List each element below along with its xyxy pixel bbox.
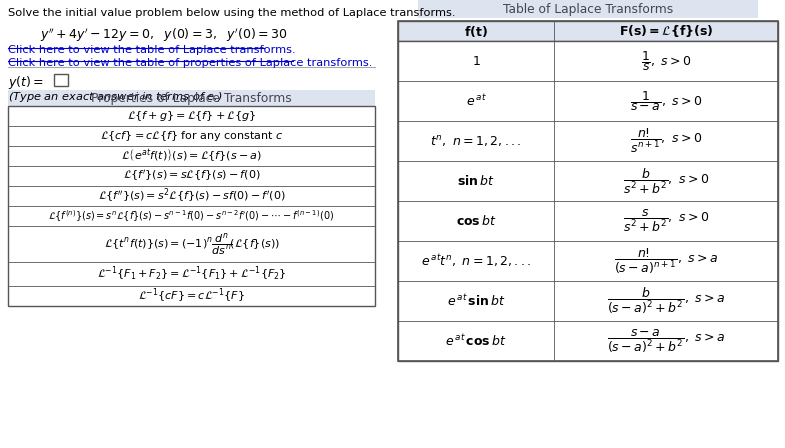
Text: Click here to view the table of Laplace transforms.: Click here to view the table of Laplace … <box>8 45 296 55</box>
Bar <box>54 74 68 86</box>
Text: $\dfrac{n!}{s^{n+1}},\ s>0$: $\dfrac{n!}{s^{n+1}},\ s>0$ <box>630 127 702 155</box>
Text: Table of Laplace Transforms: Table of Laplace Transforms <box>503 3 673 16</box>
Text: $\mathcal{L}\left\{f'\right\}(s) = s\mathcal{L}\{f\}(s) - f(0)$: $\mathcal{L}\left\{f'\right\}(s) = s\mat… <box>122 168 261 183</box>
Text: $e^{\,at}\,\mathbf{sin}\,bt$: $e^{\,at}\,\mathbf{sin}\,bt$ <box>447 293 506 309</box>
Text: $\mathcal{L}\left\{t^n f(t)\right\}(s) = (-1)^n \dfrac{d^n}{ds^n}\!\left(\mathca: $\mathcal{L}\left\{t^n f(t)\right\}(s) =… <box>104 231 279 257</box>
Text: $1$: $1$ <box>472 55 480 68</box>
Text: $\mathcal{L}\left\{f^{(n)}\right\}(s) = s^n\mathcal{L}\{f\}(s) - s^{n-1}f(0) - s: $\mathcal{L}\left\{f^{(n)}\right\}(s) = … <box>49 208 334 224</box>
Text: $\mathbf{F(s) = \mathcal{L}\{f\}(s)}$: $\mathbf{F(s) = \mathcal{L}\{f\}(s)}$ <box>619 23 714 39</box>
Text: $\mathbf{sin}\,bt$: $\mathbf{sin}\,bt$ <box>457 174 495 188</box>
Text: $\dfrac{b}{s^2+b^2},\ s>0$: $\dfrac{b}{s^2+b^2},\ s>0$ <box>623 167 709 196</box>
Bar <box>418 0 758 18</box>
Text: $\mathcal{L}^{-1}\{cF\} = c\mathcal{L}^{-1}\{F\}$: $\mathcal{L}^{-1}\{cF\} = c\mathcal{L}^{… <box>138 287 245 305</box>
Text: $\mathcal{L}\left\{e^{at}f(t)\right\}(s) = \mathcal{L}\{f\}(s-a)$: $\mathcal{L}\left\{e^{at}f(t)\right\}(s)… <box>121 147 262 164</box>
Text: $\mathbf{f(t)}$: $\mathbf{f(t)}$ <box>464 23 488 39</box>
Text: $e^{\,at}$: $e^{\,at}$ <box>466 93 487 109</box>
Text: $\mathbf{cos}\,bt$: $\mathbf{cos}\,bt$ <box>455 214 496 228</box>
Bar <box>398 21 778 41</box>
Text: Solve the initial value problem below using the method of Laplace transforms.: Solve the initial value problem below us… <box>8 8 455 18</box>
Text: $\mathcal{L}^{-1}\{F_1+F_2\} = \mathcal{L}^{-1}\{F_1\} + \mathcal{L}^{-1}\{F_2\}: $\mathcal{L}^{-1}\{F_1+F_2\} = \mathcal{… <box>97 265 287 283</box>
Text: $y'' + 4y' - 12y = 0,$  $y(0) = 3,$  $y'(0) = 30$: $y'' + 4y' - 12y = 0,$ $y(0) = 3,$ $y'(0… <box>40 26 287 43</box>
Text: Properties of Laplace Transforms: Properties of Laplace Transforms <box>91 91 292 104</box>
Text: $\mathcal{L}\{f+g\} = \mathcal{L}\{f\} + \mathcal{L}\{g\}$: $\mathcal{L}\{f+g\} = \mathcal{L}\{f\} +… <box>127 109 256 123</box>
Text: $\dfrac{1}{s-a},\ s>0$: $\dfrac{1}{s-a},\ s>0$ <box>630 89 703 113</box>
Bar <box>8 90 375 106</box>
Text: $t^n,\ n=1,2,...$: $t^n,\ n=1,2,...$ <box>430 134 522 148</box>
Bar <box>398 41 778 361</box>
Text: $\mathcal{L}\left\{f''\right\}(s) = s^2\mathcal{L}\{f\}(s) - sf(0) - f'(0)$: $\mathcal{L}\left\{f''\right\}(s) = s^2\… <box>97 187 286 205</box>
Text: $e^{\,at}\,\mathbf{cos}\,bt$: $e^{\,at}\,\mathbf{cos}\,bt$ <box>445 333 507 349</box>
Text: $\dfrac{s-a}{(s-a)^2+b^2},\ s>a$: $\dfrac{s-a}{(s-a)^2+b^2},\ s>a$ <box>607 327 725 354</box>
Text: $y(t) =$: $y(t) =$ <box>8 74 44 91</box>
Bar <box>398 21 778 361</box>
Bar <box>8 106 375 306</box>
Text: $\dfrac{b}{(s-a)^2+b^2},\ s>a$: $\dfrac{b}{(s-a)^2+b^2},\ s>a$ <box>607 286 725 316</box>
Text: $\dfrac{1}{s},\ s>0$: $\dfrac{1}{s},\ s>0$ <box>641 49 692 73</box>
Text: Click here to view the table of properties of Laplace transforms.: Click here to view the table of properti… <box>8 58 372 68</box>
Text: (Type an exact answer in terms of $e$.): (Type an exact answer in terms of $e$.) <box>8 90 223 104</box>
Text: $\dfrac{s}{s^2+b^2},\ s>0$: $\dfrac{s}{s^2+b^2},\ s>0$ <box>623 208 709 234</box>
Text: $e^{\,at}t^n,\ n=1,2,...$: $e^{\,at}t^n,\ n=1,2,...$ <box>421 253 531 269</box>
Text: $\mathcal{L}\{cf\} = c\mathcal{L}\{f\}$ for any constant $c$: $\mathcal{L}\{cf\} = c\mathcal{L}\{f\}$ … <box>100 129 283 143</box>
Text: $\dfrac{n!}{(s-a)^{n+1}},\ s>a$: $\dfrac{n!}{(s-a)^{n+1}},\ s>a$ <box>614 246 718 276</box>
